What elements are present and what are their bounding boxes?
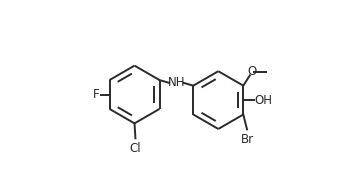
Text: OH: OH bbox=[255, 94, 273, 107]
Text: O: O bbox=[247, 65, 256, 78]
Text: Br: Br bbox=[241, 133, 254, 146]
Text: NH: NH bbox=[168, 76, 185, 89]
Text: F: F bbox=[93, 88, 99, 101]
Text: Cl: Cl bbox=[130, 142, 141, 155]
